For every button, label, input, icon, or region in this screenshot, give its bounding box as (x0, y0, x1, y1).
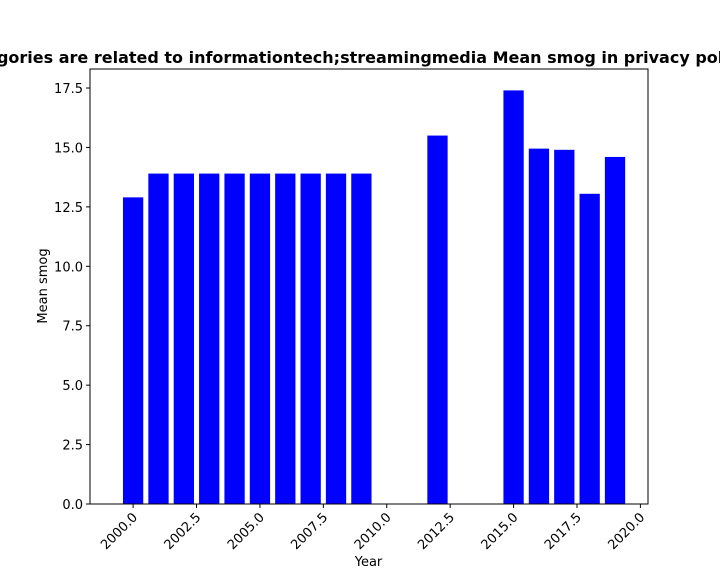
plot-frame (89, 68, 649, 505)
bars-group (122, 90, 626, 505)
bar-2012 (427, 135, 448, 504)
bar-2016 (528, 148, 550, 504)
x-tick-label: 2007.5 (288, 510, 331, 553)
bar-2019 (604, 156, 626, 505)
x-tick-label: 2010.0 (352, 510, 395, 553)
y-tick-label: 15.0 (54, 141, 83, 156)
y-axis: 0.0 2.5 5.0 7.5 10.0 12.5 15.0 17.5 (54, 82, 90, 513)
y-tick-label: 7.5 (62, 320, 83, 335)
bar-2005 (249, 173, 271, 505)
x-axis: 2000.0 2002.5 2005.0 2007.5 2010.0 2012.5 2015… (98, 504, 648, 553)
y-tick-label: 5.0 (62, 379, 83, 394)
x-tick-label: 2015.0 (479, 510, 522, 553)
x-axis-label: Year (354, 555, 383, 570)
bar-2003 (199, 173, 220, 505)
chart-title: Categories are related to informationtec… (0, 48, 720, 67)
bar-2000 (122, 197, 144, 504)
y-tick-label: 17.5 (54, 82, 83, 97)
bar-2018 (579, 193, 600, 504)
bar-2007 (300, 173, 321, 505)
bar-2002 (173, 173, 194, 505)
y-axis-label: Mean smog (36, 248, 51, 323)
x-tick-label: 2017.5 (542, 510, 585, 553)
x-tick-label: 2020.0 (605, 510, 648, 553)
y-tick-label: 2.5 (62, 439, 83, 454)
y-tick-label: 10.0 (54, 260, 83, 275)
bar-2006 (275, 173, 296, 505)
bar-2015 (503, 90, 524, 505)
bar-2009 (351, 173, 372, 505)
bar-2008 (325, 173, 347, 505)
x-tick-label: 2002.5 (162, 510, 205, 553)
x-tick-label: 2012.5 (415, 510, 458, 553)
bar-2017 (554, 149, 575, 504)
bar-2004 (224, 173, 245, 505)
x-tick-label: 2000.0 (98, 510, 141, 553)
y-tick-label: 12.5 (54, 201, 83, 216)
x-tick-label: 2005.0 (225, 510, 268, 553)
y-tick-label: 0.0 (62, 498, 83, 513)
bar-2001 (148, 173, 169, 505)
